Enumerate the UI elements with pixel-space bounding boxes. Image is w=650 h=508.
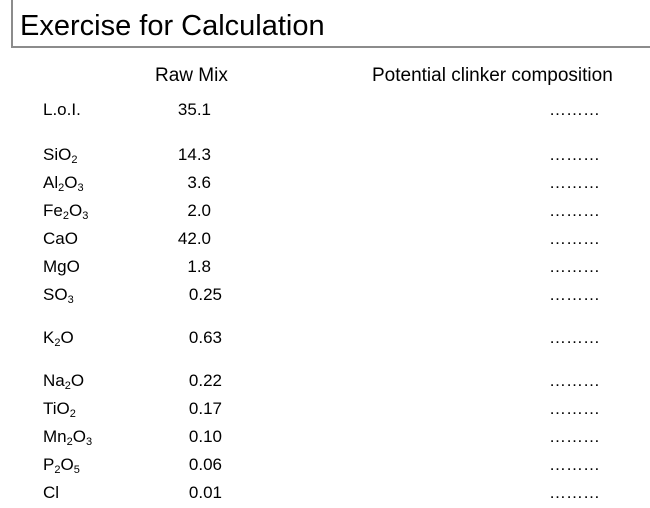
component-name: P2O5 [43,453,80,477]
raw-mix-value: 14.3 [177,145,211,164]
formula-text: SiO [43,145,72,164]
formula-subscript: 2 [69,408,76,420]
formula-subscript: 2 [71,154,78,166]
component-name: CaO [43,227,78,251]
table-row: P2O5 0.06 ……… [0,453,650,477]
raw-mix-value: 1.8 [187,257,211,276]
formula-text: TiO [43,399,70,418]
formula-subscript: 3 [85,436,93,448]
result-blank: ……… [549,201,600,220]
table-row: SiO2 14.3 ……… [0,143,650,167]
potential-composition-header: Potential clinker composition [372,65,613,86]
formula-subscript: 3 [77,182,84,194]
table-row: K2O 0.63 ……… [0,326,650,350]
formula-text: Na [43,371,65,390]
formula-text: O [68,201,83,220]
formula-subscript: 2 [54,464,61,476]
page-title: Exercise for Calculation [20,10,325,42]
formula-subscript: 5 [73,464,80,476]
result-blank: ……… [549,455,600,474]
formula-subscript: 2 [54,337,61,349]
result-blank: ……… [549,371,600,390]
component-name: SiO2 [43,143,77,167]
result-blank: ……… [549,257,600,276]
result-blank: ……… [549,399,600,418]
formula-text: CaO [43,229,78,248]
component-name: K2O [43,326,74,350]
raw-mix-value: 0.06 [188,455,222,474]
raw-mix-value: 0.25 [188,285,222,304]
formula-text: P [43,455,55,474]
formula-text: L.o.I. [43,100,81,119]
table-row: TiO2 0.17 ……… [0,397,650,421]
raw-mix-value: 2.0 [187,201,211,220]
result-blank: ……… [549,285,600,304]
raw-mix-value: 35.1 [177,100,211,119]
component-name: L.o.I. [43,98,81,122]
formula-text: Cl [43,483,60,502]
title-left-rule [11,0,13,48]
raw-mix-value: 42.0 [177,229,211,248]
formula-text: O [72,427,86,446]
formula-text: K [43,328,55,347]
component-name: TiO2 [43,397,76,421]
component-name: Na2O [43,369,84,393]
formula-text: MgO [43,257,80,276]
result-blank: ……… [549,173,600,192]
component-name: MgO [43,255,80,279]
table-row: Na2O 0.22 ……… [0,369,650,393]
title-underline [11,46,650,48]
formula-text: SO [43,285,68,304]
formula-text: Fe [43,201,63,220]
table-row: Al2O3 3.6 ……… [0,171,650,195]
formula-text: O [70,371,85,390]
raw-mix-value: 0.63 [188,328,222,347]
result-blank: ……… [549,328,600,347]
formula-text: O [64,173,78,192]
raw-mix-header: Raw Mix [155,65,228,86]
result-blank: ……… [549,427,600,446]
raw-mix-value: 3.6 [187,173,211,192]
raw-mix-value: 0.10 [188,427,222,446]
table-row: L.o.I. 35.1 ……… [0,98,650,122]
result-blank: ……… [549,100,600,119]
formula-text: O [60,328,74,347]
table-row: MgO 1.8 ……… [0,255,650,279]
formula-text: Mn [43,427,67,446]
formula-subscript: 2 [62,210,69,222]
raw-mix-value: 0.22 [188,371,222,390]
component-name: Mn2O3 [43,425,92,449]
table-row: CaO 42.0 ……… [0,227,650,251]
formula-subscript: 3 [67,294,74,306]
formula-subscript: 2 [64,380,71,392]
table-row: SO3 0.25 ……… [0,283,650,307]
formula-text: O [60,455,74,474]
result-blank: ……… [549,483,600,502]
component-name: Fe2O3 [43,199,88,223]
formula-subscript: 2 [66,436,73,448]
formula-text: Al [43,173,59,192]
component-name: Al2O3 [43,171,84,195]
component-name: SO3 [43,283,74,307]
result-blank: ……… [549,145,600,164]
table-row: Cl 0.01 ……… [0,481,650,505]
component-name: Cl [43,481,59,505]
raw-mix-value: 0.01 [188,483,222,502]
table-row: Mn2O3 0.10 ……… [0,425,650,449]
result-blank: ……… [549,229,600,248]
formula-subscript: 3 [82,210,89,222]
table-row: Fe2O3 2.0 ……… [0,199,650,223]
raw-mix-value: 0.17 [188,399,222,418]
formula-subscript: 2 [58,182,65,194]
